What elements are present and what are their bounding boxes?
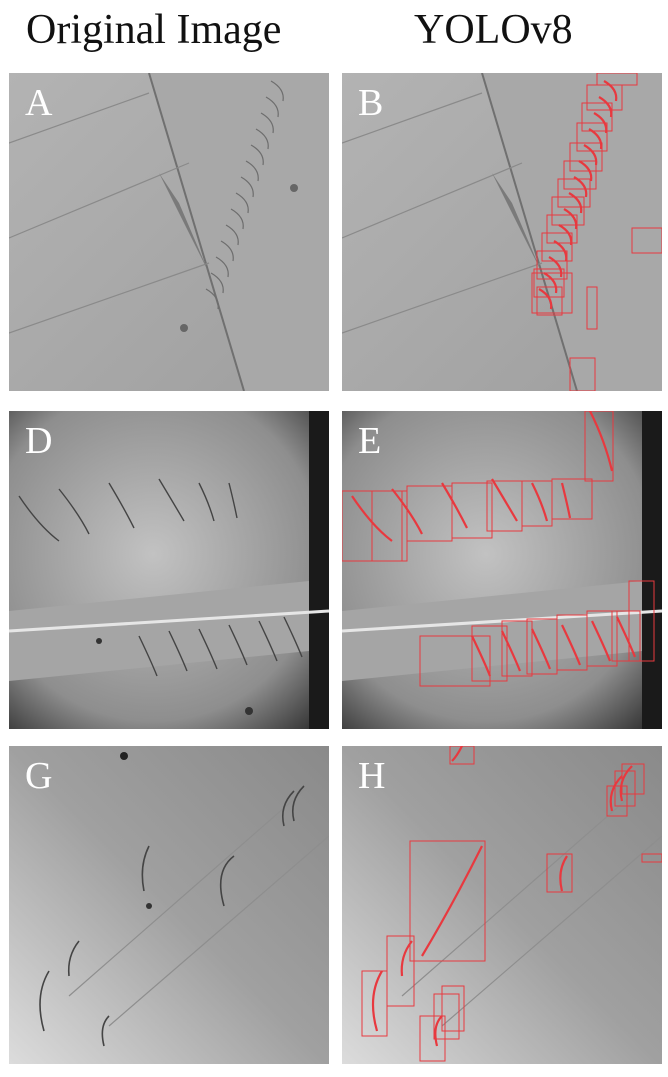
panel-g-label: G bbox=[25, 755, 53, 797]
panel-e-yolov8-detections: E bbox=[342, 411, 662, 729]
panel-b-label: B bbox=[358, 82, 384, 124]
yolov8-column-title: YOLOv8 bbox=[414, 7, 573, 53]
panel-a-label: A bbox=[25, 82, 53, 124]
panel-d-label: D bbox=[25, 420, 53, 462]
panel-d-original-image: D bbox=[9, 411, 329, 729]
panel-h-label: H bbox=[358, 755, 386, 797]
panel-a-original-image: A bbox=[9, 73, 329, 391]
panel-b-yolov8-detections: B bbox=[342, 73, 662, 391]
panel-g-original-image: G bbox=[9, 746, 329, 1064]
panel-e-label: E bbox=[358, 420, 382, 462]
original-image-column-title: Original Image bbox=[26, 7, 282, 53]
panel-h-yolov8-detections: H bbox=[342, 746, 662, 1064]
